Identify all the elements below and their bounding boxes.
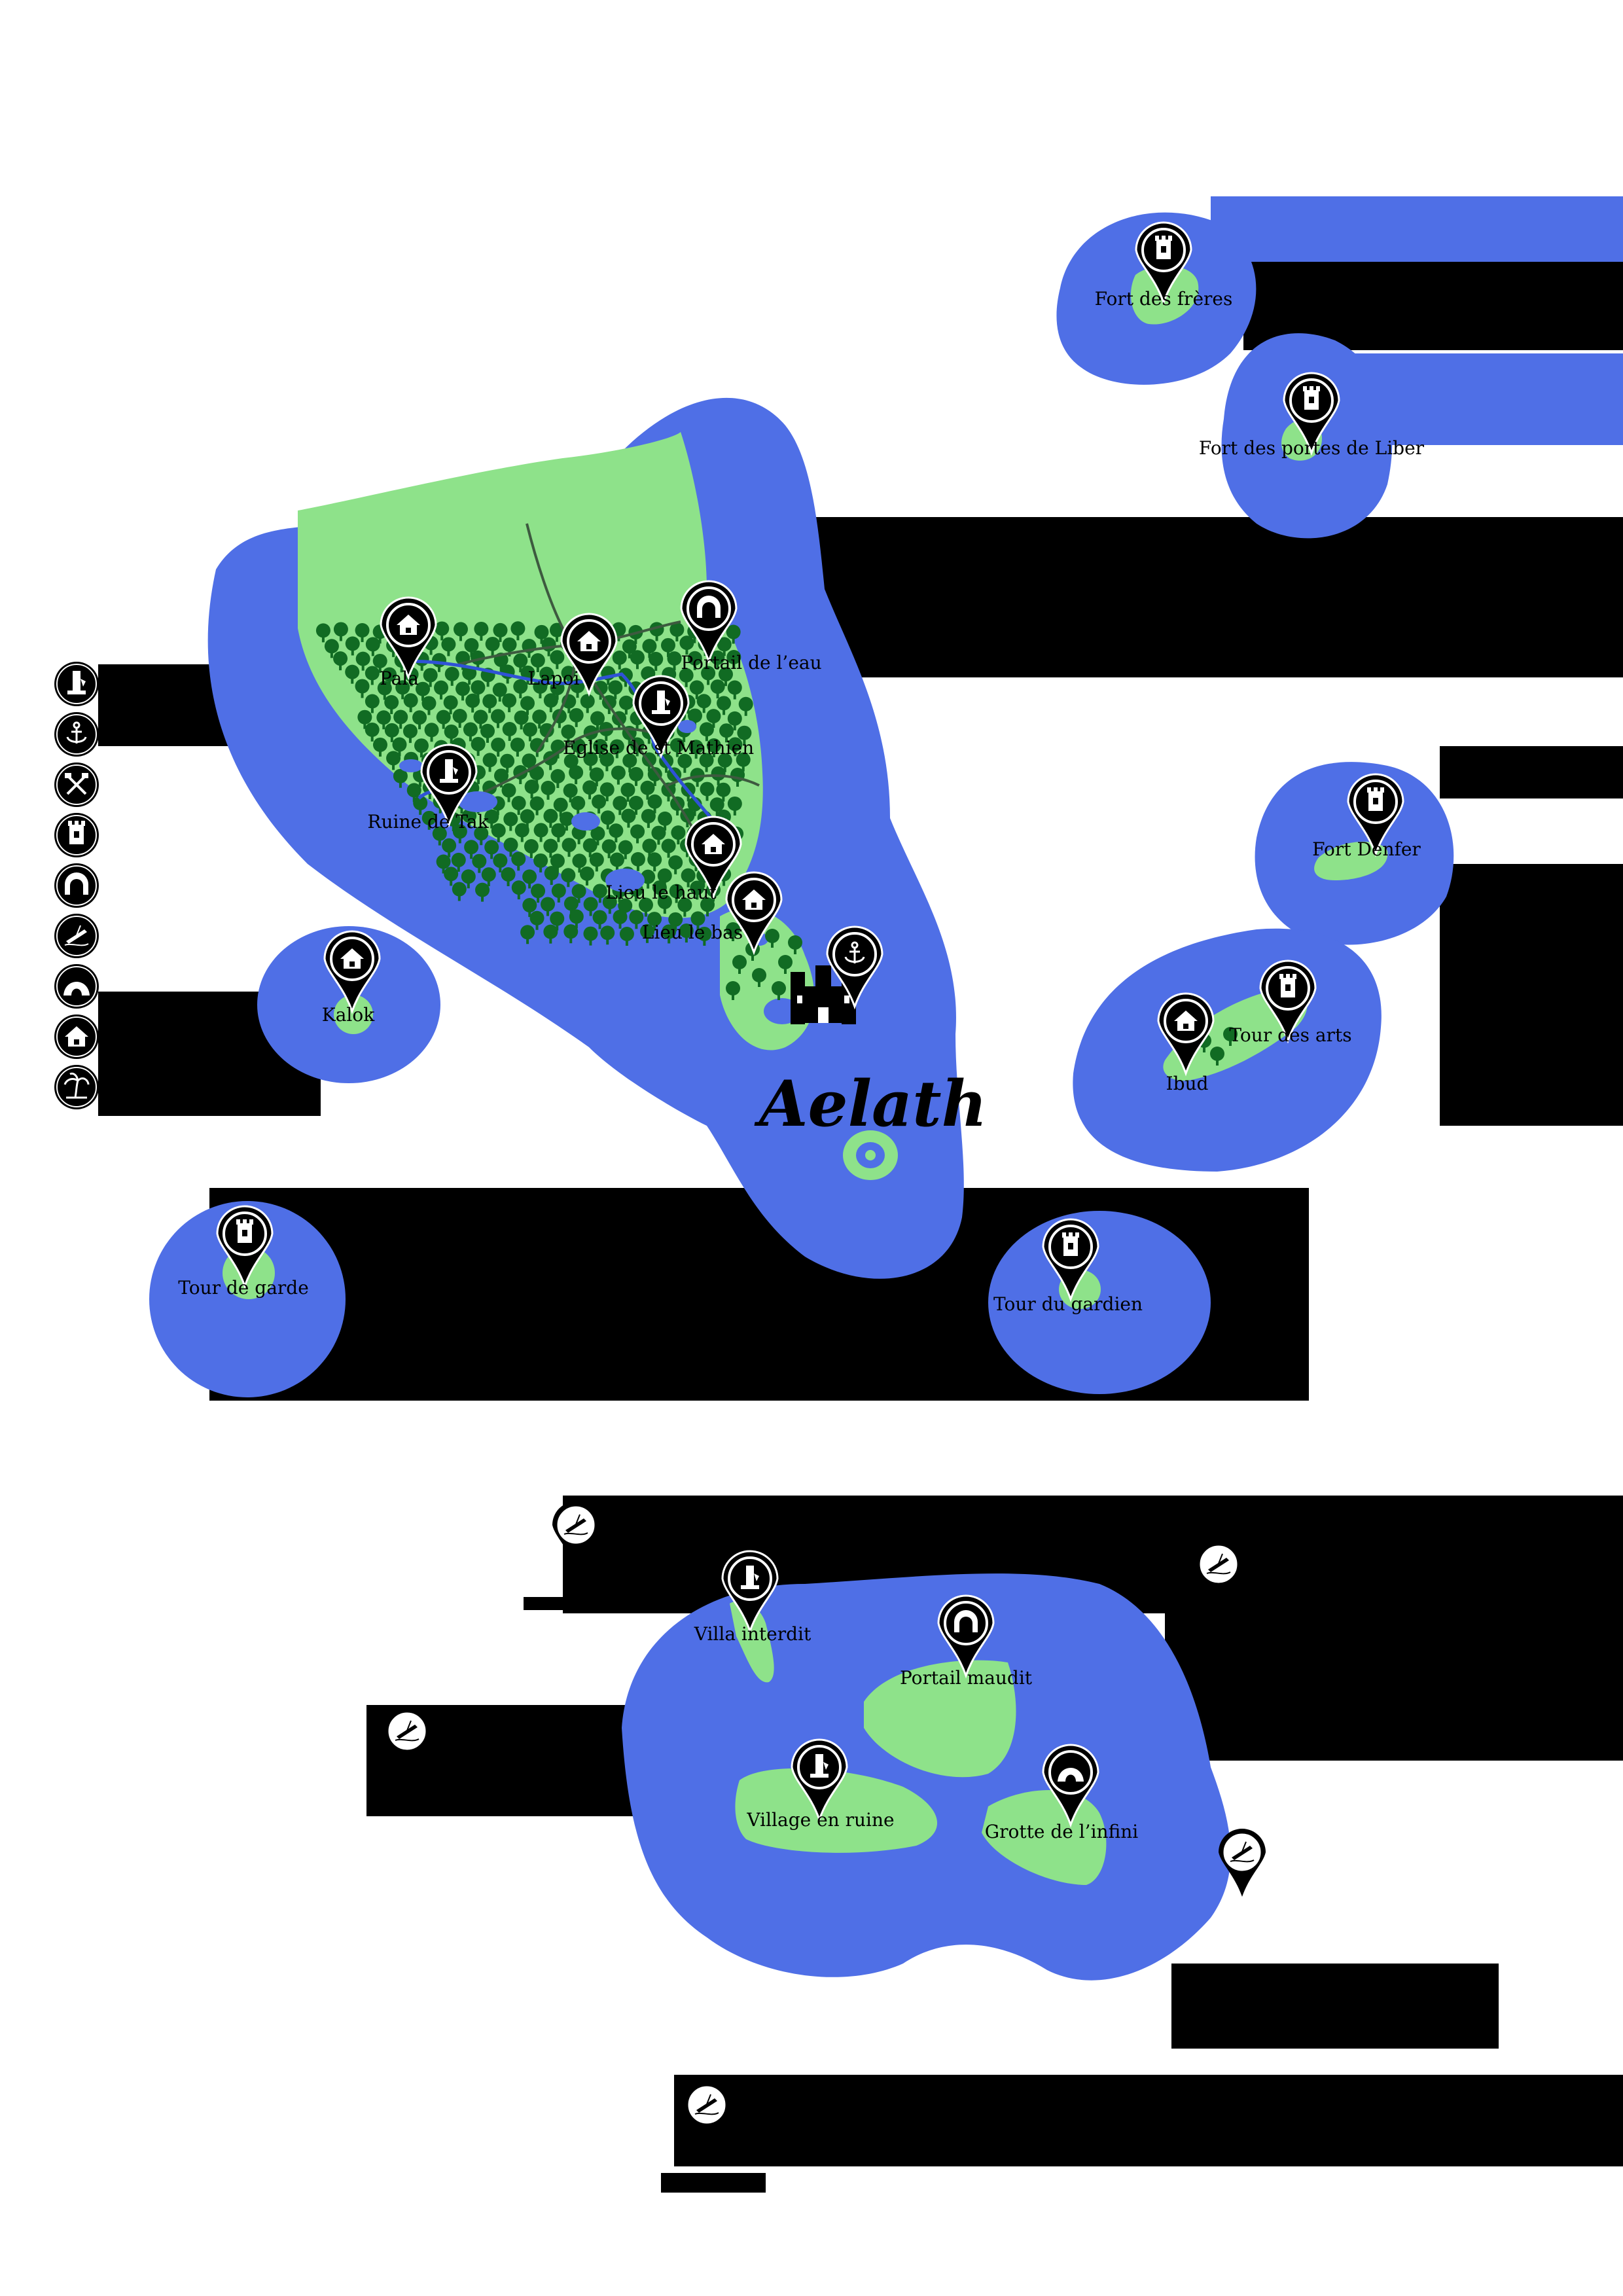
marker-wreck-1[interactable] <box>552 1501 599 1570</box>
marker-ibud[interactable] <box>1157 992 1215 1077</box>
marker-pala[interactable] <box>380 596 437 681</box>
tour-de-garde-water <box>149 1201 346 1397</box>
marker-port-aelath[interactable] <box>826 925 883 1010</box>
marker-fort-des-freres[interactable] <box>1135 221 1192 306</box>
tower-icon <box>1367 787 1384 811</box>
marker-village-en-ruine[interactable] <box>791 1738 848 1823</box>
label-pala: Pala <box>380 668 419 689</box>
label-kalok: Kalok <box>322 1004 375 1026</box>
ne-water-strip-2 <box>1302 353 1623 445</box>
label-fort-des-portes-de-liber: Fort des portes de Liber <box>1199 437 1425 459</box>
marker-lapoi[interactable] <box>560 613 618 697</box>
marker-grotte-de-linfini[interactable] <box>1042 1744 1099 1828</box>
label-portail-de-leau: Portail de l’eau <box>681 652 821 673</box>
marker-wreck-3[interactable] <box>383 1708 431 1776</box>
marker-wreck-2[interactable] <box>1195 1541 1242 1609</box>
tower-icon <box>236 1219 253 1243</box>
marker-lieu-le-bas[interactable] <box>725 871 783 956</box>
legend-anchor-icon <box>54 712 99 757</box>
legend-shipwreck-icon <box>54 914 99 958</box>
tower-icon <box>1062 1232 1079 1256</box>
marker-fort-des-portes-de-liber[interactable] <box>1283 372 1340 456</box>
label-tour-de-garde: Tour de garde <box>178 1277 309 1299</box>
marker-lieu-le-haut[interactable] <box>685 816 742 900</box>
fort-denfer-land <box>1314 842 1388 880</box>
label-tour-du-gardien: Tour du gardien <box>993 1293 1143 1315</box>
legend-ruin-icon <box>54 662 99 706</box>
label-fort-denfer: Fort Denfer <box>1312 838 1421 860</box>
legend-cave-icon <box>54 964 99 1009</box>
ne-water-strip-1 <box>1211 196 1623 262</box>
marker-wreck-4[interactable] <box>1219 1829 1266 1897</box>
label-lapoi: Lapoi <box>527 668 579 689</box>
tower-icon <box>1279 974 1296 997</box>
village-en-ruine-land <box>735 1768 938 1853</box>
legend-portal-icon <box>54 863 99 908</box>
tour-du-gardien-water <box>988 1211 1211 1394</box>
legend <box>54 662 99 1109</box>
label-ibud: Ibud <box>1166 1073 1209 1094</box>
map-title: Aelath <box>754 1067 987 1141</box>
label-eglise-de-st-mathien: Eglise de st Mathien <box>563 737 754 759</box>
tower-icon <box>1303 386 1320 410</box>
marker-portail-de-leau[interactable] <box>680 580 738 664</box>
label-village-en-ruine: Village en ruine <box>746 1809 894 1831</box>
marker-tour-des-arts[interactable] <box>1259 960 1317 1044</box>
marker-villa-interdit[interactable] <box>721 1550 779 1634</box>
label-lieu-le-haut: Lieu le haut <box>605 882 717 903</box>
label-grotte-de-linfini: Grotte de l’infini <box>985 1821 1139 1842</box>
marker-portail-maudit[interactable] <box>937 1594 995 1679</box>
markers: Fort des frères Fort des portes de Liber P… <box>178 221 1425 1842</box>
label-villa-interdit: Villa interdit <box>694 1623 812 1645</box>
label-portail-maudit: Portail maudit <box>900 1667 1033 1689</box>
portail-maudit-land <box>864 1660 1016 1778</box>
legend-palm-tree-icon <box>54 1065 99 1109</box>
legend-tower-icon <box>54 813 99 857</box>
marker-tour-du-gardien[interactable] <box>1042 1218 1099 1302</box>
tower-icon <box>68 821 85 844</box>
small-islet <box>843 1130 898 1180</box>
marker-eglise-de-st-mathien[interactable] <box>632 675 690 759</box>
marker-fort-denfer[interactable] <box>1347 773 1404 857</box>
label-ruine-de-tak: Ruine de Tak <box>367 811 489 833</box>
label-tour-des-arts: Tour des arts <box>1229 1024 1351 1046</box>
label-lieu-le-bas: Lieu le bas <box>642 922 743 943</box>
kalok-land <box>334 995 373 1034</box>
legend-crossed-hammers-icon <box>54 762 99 807</box>
marker-ruine-de-tak[interactable] <box>420 744 478 828</box>
marker-wreck-5[interactable] <box>683 2081 730 2149</box>
marker-tour-de-garde[interactable] <box>216 1205 274 1289</box>
tower-icon <box>1155 236 1172 259</box>
marker-kalok[interactable] <box>323 930 381 1014</box>
legend-house-icon <box>54 1014 99 1059</box>
extra-markers <box>383 925 1266 2149</box>
villa-interdit-land <box>730 1601 774 1683</box>
label-fort-des-freres: Fort des frères <box>1095 288 1233 310</box>
